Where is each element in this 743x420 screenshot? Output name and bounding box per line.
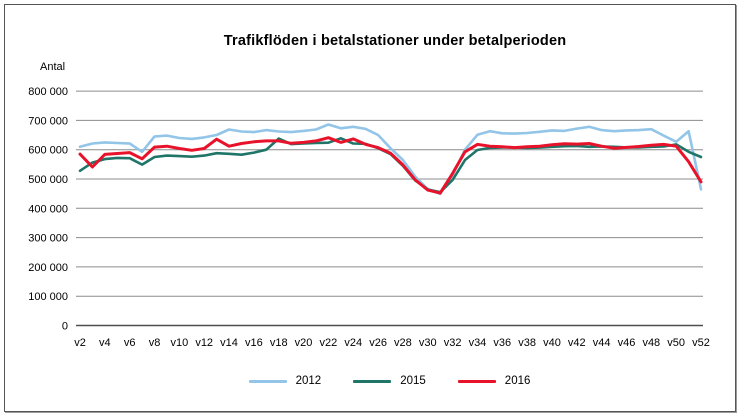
x-tick-label: v26: [369, 337, 387, 349]
x-tick-label: v50: [667, 337, 685, 349]
x-tick-label: v16: [245, 337, 263, 349]
x-tick-label: v52: [692, 337, 710, 349]
y-tick-label: 500 000: [28, 174, 68, 186]
y-tick-label: 0: [62, 321, 68, 333]
x-tick-label: v22: [320, 337, 338, 349]
y-tick-label: 100 000: [28, 291, 68, 303]
x-tick-label: v20: [295, 337, 313, 349]
x-tick-label: v14: [220, 337, 238, 349]
x-tick-label: v40: [543, 337, 561, 349]
x-tick-label: v48: [642, 337, 660, 349]
legend-line-swatch-2016: [457, 379, 496, 383]
y-tick-label: 700 000: [28, 115, 68, 127]
legend-label-2012: 2012: [295, 375, 322, 387]
x-tick-label: v34: [469, 337, 487, 349]
series-line-2012: [78, 123, 703, 196]
y-tick-label: 600 000: [28, 145, 68, 157]
legend-item-2015: 2015: [353, 375, 426, 387]
x-tick-label: v32: [444, 337, 462, 349]
x-tick-label: v44: [593, 337, 611, 349]
x-tick-label: v2: [74, 337, 86, 349]
x-tick-label: v42: [568, 337, 586, 349]
chart-legend: 2012 2015 2016: [76, 372, 703, 390]
x-tick-label: v28: [394, 337, 412, 349]
x-tick-label: v4: [99, 337, 111, 349]
legend-item-2016: 2016: [457, 375, 531, 387]
y-tick-label: 800 000: [28, 86, 68, 98]
x-tick-label: v8: [149, 337, 161, 349]
series-line-2016: [78, 136, 703, 195]
x-tick-label: v6: [124, 337, 136, 349]
x-tick-label: v12: [195, 337, 213, 349]
x-tick-label: v18: [270, 337, 288, 349]
chart-title: Trafikflöden i betalstationer under beta…: [223, 33, 567, 49]
legend-item-2012: 2012: [248, 375, 322, 387]
legend-line-swatch-2015: [353, 379, 392, 383]
x-tick-label: v24: [344, 337, 362, 349]
x-tick-label: v38: [518, 337, 536, 349]
x-tick-label: v10: [170, 337, 188, 349]
x-tick-label: v36: [493, 337, 511, 349]
y-tick-label: 200 000: [28, 262, 68, 274]
y-tick-label: 400 000: [28, 203, 68, 215]
legend-label-2016: 2016: [504, 375, 531, 387]
y-tick-label: 300 000: [28, 233, 68, 245]
x-tick-label: v46: [618, 337, 636, 349]
legend-label-2015: 2015: [400, 375, 426, 387]
x-tick-label: v30: [419, 337, 437, 349]
y-axis-title: Antal: [40, 61, 66, 73]
legend-line-swatch-2012: [248, 379, 287, 383]
